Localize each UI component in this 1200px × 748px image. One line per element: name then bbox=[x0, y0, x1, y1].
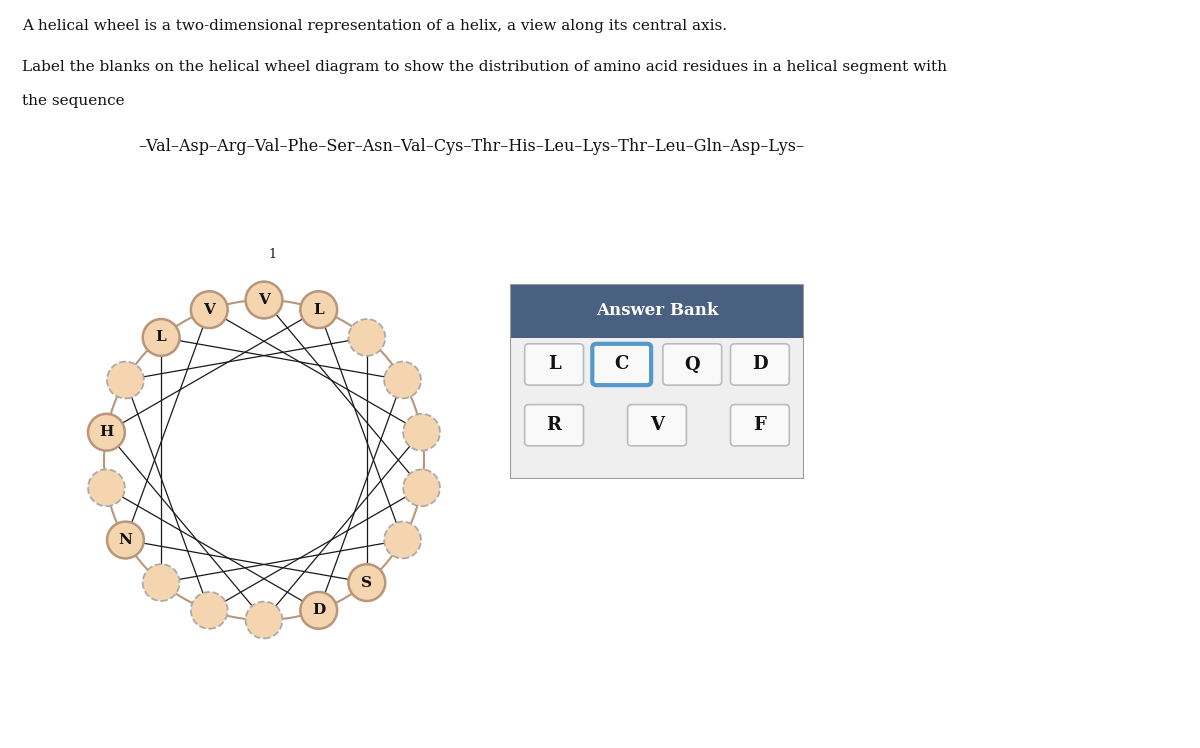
Text: –Val–Asp–Arg–Val–Phe–Ser–Asn–Val–Cys–Thr–His–Leu–Lys–Thr–Leu–Gln–Asp–Lys–: –Val–Asp–Arg–Val–Phe–Ser–Asn–Val–Cys–Thr… bbox=[138, 138, 804, 156]
FancyBboxPatch shape bbox=[510, 284, 804, 338]
Text: F: F bbox=[754, 416, 767, 435]
Circle shape bbox=[246, 601, 282, 639]
Text: C: C bbox=[614, 355, 629, 373]
Text: N: N bbox=[119, 533, 132, 547]
Circle shape bbox=[384, 521, 421, 559]
Circle shape bbox=[88, 470, 125, 506]
Text: L: L bbox=[547, 355, 560, 373]
FancyBboxPatch shape bbox=[628, 405, 686, 446]
Text: Q: Q bbox=[684, 355, 700, 373]
Text: V: V bbox=[258, 293, 270, 307]
FancyBboxPatch shape bbox=[731, 344, 790, 385]
Text: A helical wheel is a two-dimensional representation of a helix, a view along its: A helical wheel is a two-dimensional rep… bbox=[22, 19, 727, 33]
FancyBboxPatch shape bbox=[593, 344, 652, 385]
Circle shape bbox=[348, 564, 385, 601]
Text: the sequence: the sequence bbox=[22, 94, 125, 108]
Circle shape bbox=[191, 592, 228, 629]
Circle shape bbox=[348, 319, 385, 356]
Circle shape bbox=[300, 592, 337, 629]
Text: Answer Bank: Answer Bank bbox=[595, 302, 719, 319]
Circle shape bbox=[107, 521, 144, 559]
Text: L: L bbox=[313, 303, 324, 316]
Text: 1: 1 bbox=[268, 248, 276, 261]
FancyBboxPatch shape bbox=[510, 338, 804, 479]
Circle shape bbox=[403, 470, 440, 506]
Circle shape bbox=[191, 291, 228, 328]
FancyBboxPatch shape bbox=[524, 405, 583, 446]
FancyBboxPatch shape bbox=[662, 344, 721, 385]
Circle shape bbox=[403, 414, 440, 450]
Text: D: D bbox=[752, 355, 768, 373]
Text: L: L bbox=[156, 331, 167, 344]
FancyBboxPatch shape bbox=[731, 405, 790, 446]
Text: V: V bbox=[650, 416, 664, 435]
Text: Label the blanks on the helical wheel diagram to show the distribution of amino : Label the blanks on the helical wheel di… bbox=[22, 60, 947, 74]
Circle shape bbox=[384, 361, 421, 399]
Circle shape bbox=[300, 291, 337, 328]
Circle shape bbox=[143, 564, 180, 601]
Text: V: V bbox=[203, 303, 215, 316]
FancyBboxPatch shape bbox=[524, 344, 583, 385]
Text: R: R bbox=[547, 416, 562, 435]
Text: D: D bbox=[312, 604, 325, 617]
Text: H: H bbox=[100, 425, 114, 439]
Circle shape bbox=[246, 281, 282, 319]
Text: S: S bbox=[361, 576, 372, 589]
Circle shape bbox=[107, 361, 144, 399]
Circle shape bbox=[143, 319, 180, 356]
Circle shape bbox=[88, 414, 125, 450]
